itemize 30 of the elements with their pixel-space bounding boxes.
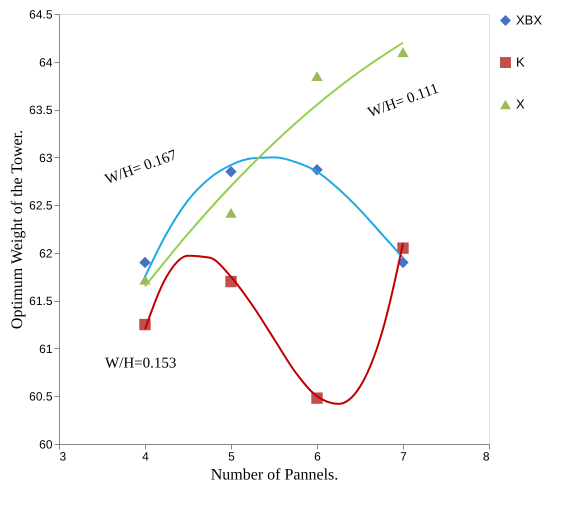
- point: [225, 166, 237, 178]
- annotation: W/H= 0.167: [103, 147, 180, 188]
- point: [225, 208, 237, 218]
- y-tick-label: 64.5: [29, 8, 53, 22]
- annotation: W/H=0.153: [105, 355, 176, 372]
- x-tick-label: 6: [314, 450, 322, 464]
- x-tick-label: 7: [400, 450, 408, 464]
- y-tick-label: 62: [39, 246, 53, 260]
- point: [397, 47, 409, 58]
- y-tick-label: 61.5: [29, 294, 53, 308]
- y-tick-label: 60: [39, 438, 53, 452]
- point: [139, 256, 151, 268]
- legend-label: XBX: [516, 12, 542, 28]
- x-tick-label: 4: [142, 450, 150, 464]
- point: [311, 71, 323, 82]
- y-tick-label: 62.5: [29, 198, 53, 213]
- x-axis-title: Number of Pannels.: [210, 466, 338, 484]
- y-tick-label: 60.5: [29, 390, 53, 404]
- line-series: [144, 42, 404, 288]
- y-tick-label: 64: [39, 55, 53, 70]
- annotation: W/H= 0.111: [366, 80, 441, 122]
- x-tick-label: 3: [60, 450, 66, 464]
- x-tick-label: 8: [482, 450, 490, 464]
- y-tick-label: 63: [39, 150, 53, 165]
- y-axis-title: Optimum Weight of the Tower.: [9, 130, 26, 330]
- legend-label: K: [516, 54, 525, 70]
- y-tick-label: 61: [39, 342, 53, 356]
- legend-label: X: [516, 96, 525, 112]
- x-tick-label: 5: [228, 450, 236, 464]
- y-tick-label: 63.5: [29, 103, 53, 118]
